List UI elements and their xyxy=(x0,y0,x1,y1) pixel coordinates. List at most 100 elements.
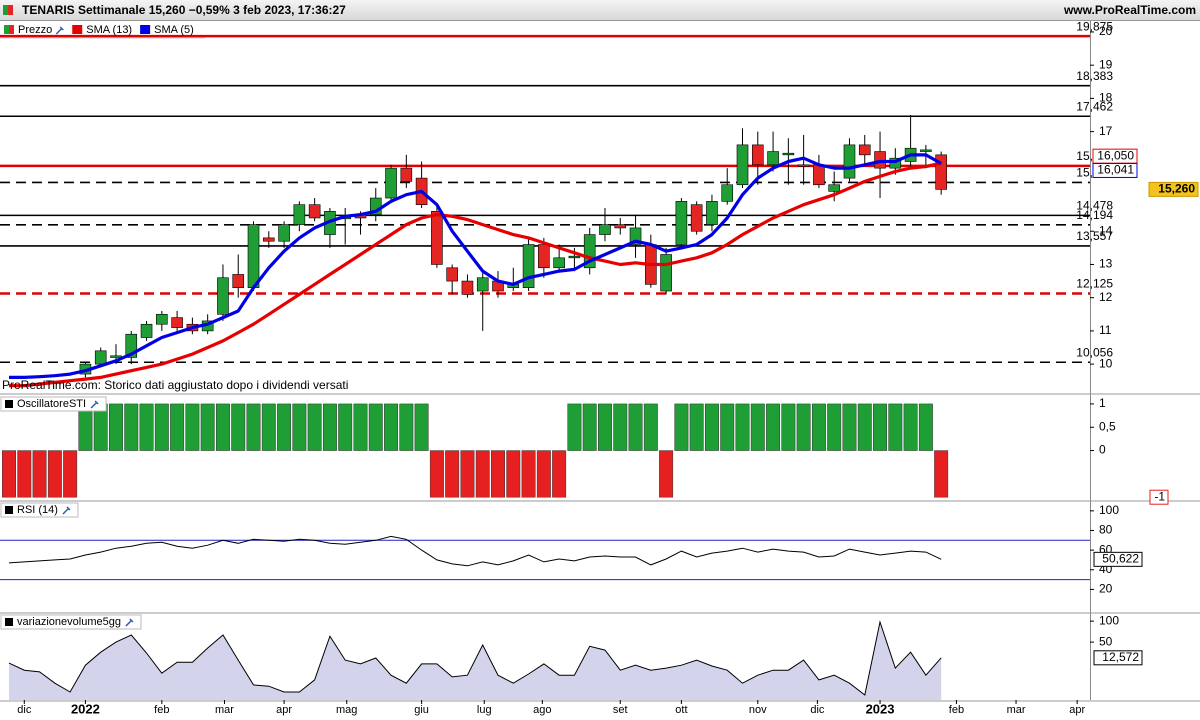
candle-body xyxy=(217,277,229,315)
oscillator-bar xyxy=(154,403,169,451)
candle-body xyxy=(767,151,779,166)
panel-title: RSI (14) xyxy=(17,504,58,516)
candle-body xyxy=(262,237,275,242)
candle-body xyxy=(797,164,810,167)
oscillator-bar xyxy=(918,403,933,451)
y-tick-label: 80 xyxy=(1099,523,1113,537)
y-tick-label: 0 xyxy=(1099,443,1106,457)
sma-line xyxy=(9,153,942,379)
candle-body xyxy=(171,317,183,328)
panel-title: variazionevolume5gg xyxy=(17,616,121,628)
candle-body xyxy=(522,244,535,289)
oscillator-bar xyxy=(582,403,597,451)
last-value-label: 16,041 xyxy=(1097,163,1134,177)
last-value-label: 16,050 xyxy=(1097,148,1134,162)
candle-body xyxy=(446,267,458,282)
oscillator-bar xyxy=(170,403,185,451)
oscillator-bar xyxy=(399,403,414,451)
data-note: ProRealTime.com: Storico dati aggiustato… xyxy=(2,378,348,392)
y-tick-label: 20 xyxy=(1099,582,1113,596)
candle-body xyxy=(110,355,122,358)
legend-swatch xyxy=(72,25,83,34)
oscillator-bar xyxy=(246,403,261,451)
candle-body xyxy=(782,152,795,156)
y-tick-label: 18 xyxy=(1099,91,1113,105)
oscillator-bar xyxy=(460,450,475,498)
candle-body xyxy=(629,227,642,245)
sma-line xyxy=(9,161,942,388)
x-tick-label: mag xyxy=(336,704,357,716)
oscillator-bar xyxy=(445,450,460,498)
candle-body xyxy=(706,201,718,225)
candle-body xyxy=(232,274,245,289)
y-tick-label: 12 xyxy=(1099,290,1113,304)
candle-body xyxy=(125,333,138,358)
oscillator-bar xyxy=(750,403,765,451)
y-tick-label: 100 xyxy=(1099,503,1119,517)
oscillator-bar xyxy=(261,403,276,451)
oscillator-bar xyxy=(506,450,521,498)
candle-body xyxy=(889,157,902,169)
legend-swatch xyxy=(140,25,151,34)
level-label: 13,557 xyxy=(1076,229,1113,243)
candle-body xyxy=(431,211,443,265)
candle-body xyxy=(920,149,932,152)
candle-body xyxy=(156,313,168,325)
last-value-box xyxy=(1149,489,1169,505)
panel-title-icon xyxy=(5,506,13,514)
y-tick-label: 11 xyxy=(1099,323,1112,337)
oscillator-bar xyxy=(109,403,123,451)
oscillator-bar xyxy=(17,450,32,498)
legend-label: Prezzo xyxy=(18,24,52,36)
oscillator-bar xyxy=(414,403,429,451)
oscillator-bar xyxy=(185,403,200,451)
candle-body xyxy=(553,257,565,269)
candle-body xyxy=(293,204,306,225)
panel-title-icon xyxy=(5,618,13,626)
oscillator-bar xyxy=(536,450,551,498)
candle-body xyxy=(828,184,840,192)
y-tick-label: 0,5 xyxy=(1099,419,1116,433)
candle-body xyxy=(751,144,764,166)
y-tick-label: 50 xyxy=(1099,634,1113,648)
y-tick-label: 100 xyxy=(1099,613,1119,627)
level-label: 18,383 xyxy=(1076,69,1113,83)
x-tick-label: ott xyxy=(675,704,687,716)
candle-body xyxy=(583,234,596,269)
header-site[interactable]: www.ProRealTime.com xyxy=(1063,3,1196,17)
oscillator-bar xyxy=(735,403,750,451)
oscillator-bar xyxy=(353,403,368,451)
oscillator-bar xyxy=(552,450,567,498)
panel-title-icon xyxy=(5,400,13,408)
y-tick-label: 10 xyxy=(1099,356,1113,370)
legend-label: SMA (13) xyxy=(86,24,132,36)
oscillator-bar xyxy=(2,450,16,498)
oscillator-bar xyxy=(307,403,322,451)
x-tick-label: mar xyxy=(215,704,234,716)
last-value-box xyxy=(1092,162,1138,178)
candle-body xyxy=(843,144,856,179)
oscillator-bar xyxy=(643,403,658,451)
candle-body xyxy=(736,144,749,186)
last-value-box xyxy=(1093,551,1143,567)
legend-swatch xyxy=(9,25,14,34)
x-tick-label: nov xyxy=(749,704,767,716)
last-value-label: 50,622 xyxy=(1102,552,1139,566)
candle-body xyxy=(538,244,550,269)
oscillator-bar xyxy=(628,403,643,451)
oscillator-bar xyxy=(368,403,383,451)
oscillator-bar xyxy=(720,403,735,451)
oscillator-bar xyxy=(842,403,857,451)
header-title: TENARIS Settimanale 15,260 −0,59% 3 feb … xyxy=(22,3,346,17)
price-levels: 19,87518,38317,46215,97015,47114,47814,1… xyxy=(0,19,1113,364)
oscillator-bar xyxy=(689,403,704,451)
x-tick-label: 2022 xyxy=(71,701,100,716)
y-tick-label: 20 xyxy=(1099,24,1113,38)
oscillator-bar xyxy=(781,403,796,451)
rsi-line xyxy=(8,535,942,567)
last-value-label: 12,572 xyxy=(1102,650,1139,664)
oscillator-bar xyxy=(521,450,536,498)
oscillator-bar xyxy=(47,450,62,498)
x-tick-label: dic xyxy=(17,704,32,716)
